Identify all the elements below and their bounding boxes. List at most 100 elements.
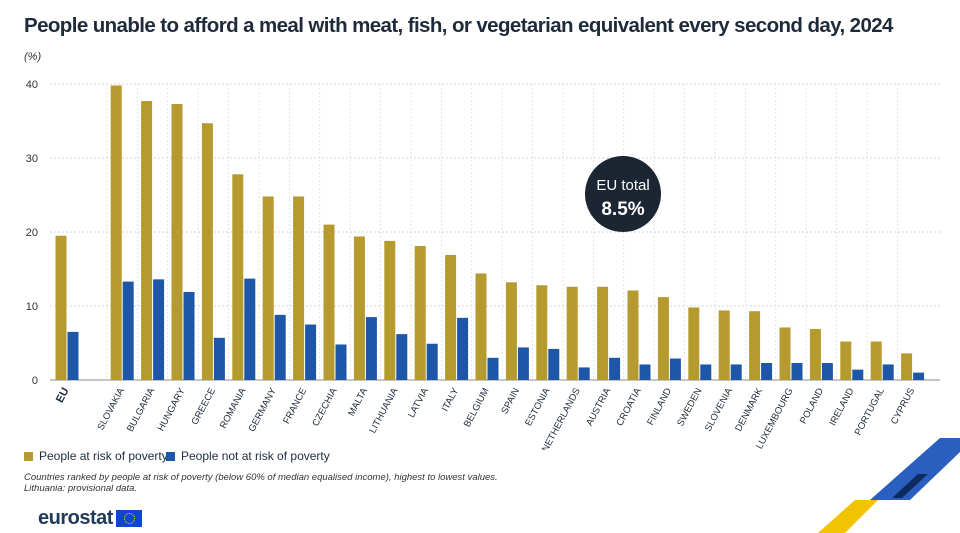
category-label-spain: SPAIN: [499, 386, 522, 416]
bar-not-poverty-france: [305, 324, 317, 380]
bar-not-poverty-poland: [821, 362, 833, 380]
bar-poverty-eu: [55, 235, 67, 380]
bar-not-poverty-hungary: [183, 291, 195, 380]
corner-stripe-blue: [870, 438, 960, 500]
category-label-sweden: SWEDEN: [675, 386, 704, 428]
category-label-denmark: DENMARK: [733, 386, 765, 434]
bars: [55, 85, 925, 381]
y-tick-label: 0: [32, 375, 38, 387]
y-axis-unit-label: (%): [24, 51, 42, 63]
y-tick-label: 20: [26, 227, 38, 239]
bar-not-poverty-estonia: [548, 348, 560, 380]
bar-not-poverty-malta: [365, 317, 377, 380]
category-label-greece: GREECE: [189, 386, 218, 427]
bar-poverty-netherlands: [566, 286, 578, 380]
bar-poverty-czechia: [323, 224, 335, 380]
legend-swatch-not-poverty: [166, 452, 175, 461]
bar-poverty-italy: [445, 254, 457, 380]
bar-poverty-hungary: [171, 103, 183, 380]
eu-total-value: 8.5%: [601, 199, 644, 220]
bar-not-poverty-italy: [457, 317, 469, 380]
category-label-poland: POLAND: [798, 386, 826, 426]
bar-not-poverty-belgium: [487, 357, 499, 380]
bar-not-poverty-germany: [274, 314, 286, 380]
note-ranking: Countries ranked by people at risk of po…: [24, 472, 498, 483]
category-label-hungary: HUNGARY: [156, 386, 188, 434]
legend-item-not-poverty: People not at risk of poverty: [166, 449, 330, 463]
eurostat-logo: eurostat: [38, 507, 142, 530]
corner-stripe-yellow: [818, 500, 878, 533]
category-label-germany: GERMANY: [247, 386, 280, 434]
corner-decoration: [818, 438, 960, 533]
bar-not-poverty-sweden: [700, 364, 712, 380]
bar-not-poverty-luxembourg: [791, 362, 803, 380]
bar-poverty-greece: [201, 123, 213, 380]
bar-not-poverty-romania: [244, 278, 256, 380]
bar-poverty-austria: [597, 286, 609, 380]
chart-notes: Countries ranked by people at risk of po…: [24, 472, 498, 494]
bar-poverty-poland: [809, 328, 821, 380]
eu-total-label: EU total: [596, 177, 649, 194]
bar-poverty-croatia: [627, 290, 639, 380]
bar-poverty-luxembourg: [779, 327, 791, 380]
category-label-czechia: CZECHIA: [310, 386, 340, 429]
eu-total-callout: EU total 8.5%: [585, 156, 661, 232]
bar-poverty-slovakia: [110, 85, 122, 380]
bar-not-poverty-spain: [517, 347, 529, 380]
category-label-estonia: ESTONIA: [523, 386, 553, 428]
bar-poverty-france: [293, 196, 305, 380]
bar-poverty-belgium: [475, 273, 487, 380]
bar-not-poverty-netherlands: [578, 367, 590, 380]
gridlines: [50, 83, 940, 381]
chart-title: People unable to afford a meal with meat…: [24, 14, 893, 37]
bar-poverty-sweden: [688, 307, 700, 380]
y-axis-ticks: 0 10 20 30 40: [26, 79, 38, 387]
bar-not-poverty-lithuania: [396, 334, 408, 380]
category-label-ireland: IRELAND: [827, 386, 856, 428]
bar-poverty-slovenia: [718, 310, 730, 380]
corner-stripe-navy: [892, 474, 928, 498]
category-label-finland: FINLAND: [645, 386, 674, 427]
bar-poverty-estonia: [536, 285, 548, 380]
bar-not-poverty-portugal: [882, 364, 894, 380]
category-label-italy: ITALY: [440, 386, 462, 414]
category-label-slovakia: SLOVAKIA: [95, 386, 127, 433]
bar-poverty-lithuania: [384, 240, 396, 380]
category-label-croatia: CROATIA: [614, 386, 644, 428]
category-label-belgium: BELGIUM: [462, 386, 492, 429]
bar-poverty-cyprus: [901, 353, 913, 380]
category-label-france: FRANCE: [281, 386, 309, 426]
bar-poverty-denmark: [749, 311, 761, 380]
eu-total-badge: [585, 156, 661, 232]
legend-label-poverty: People at risk of poverty: [39, 449, 168, 463]
bar-not-poverty-cyprus: [913, 372, 925, 380]
bar-poverty-portugal: [870, 341, 882, 380]
bar-not-poverty-latvia: [426, 343, 438, 380]
bar-not-poverty-denmark: [761, 362, 773, 380]
bar-poverty-finland: [657, 297, 669, 380]
category-label-latvia: LATVIA: [406, 386, 431, 420]
y-tick-label: 40: [26, 79, 38, 91]
bar-not-poverty-slovenia: [730, 364, 742, 380]
legend-label-not-poverty: People not at risk of poverty: [181, 449, 330, 463]
bar-poverty-latvia: [414, 246, 426, 380]
bar-not-poverty-slovakia: [122, 281, 134, 380]
category-label-romania: ROMANIA: [218, 386, 249, 431]
bar-poverty-germany: [262, 196, 274, 380]
note-lithuania: Lithuania: provisional data.: [24, 483, 138, 494]
y-tick-label: 30: [26, 153, 38, 165]
category-label-lithuania: LITHUANIA: [367, 386, 400, 436]
category-label-eu: EU: [54, 386, 72, 405]
bar-poverty-bulgaria: [141, 101, 153, 381]
eu-flag-icon: [115, 510, 142, 527]
bar-not-poverty-austria: [609, 357, 621, 380]
bar-poverty-romania: [232, 174, 244, 380]
bar-poverty-ireland: [840, 341, 852, 380]
eurostat-wordmark: eurostat: [38, 507, 113, 529]
bar-not-poverty-finland: [669, 358, 681, 380]
bar-not-poverty-eu: [67, 331, 79, 380]
category-label-slovenia: SLOVENIA: [703, 386, 735, 434]
legend-item-poverty: People at risk of poverty: [24, 449, 168, 463]
